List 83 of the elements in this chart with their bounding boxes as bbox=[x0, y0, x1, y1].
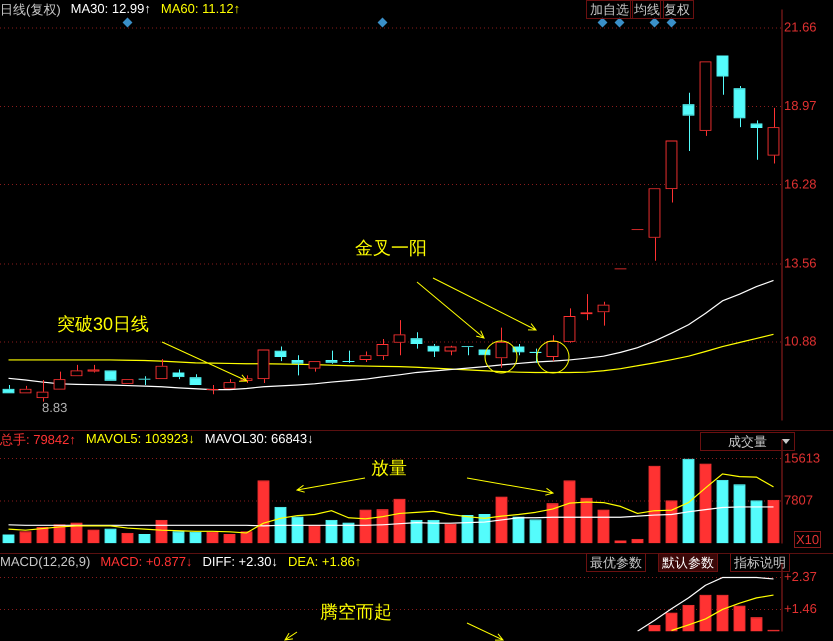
candlestick bbox=[2, 384, 14, 394]
text: MAVOL5: 103923↓ bbox=[86, 431, 195, 448]
y-tick-label: 21.66 bbox=[784, 20, 817, 35]
bar bbox=[360, 510, 372, 544]
y-tick-label: 18.97 bbox=[784, 98, 817, 114]
bar bbox=[564, 480, 576, 544]
candlestick bbox=[172, 369, 184, 380]
chart-title: 日线(复权) bbox=[0, 1, 61, 19]
bar bbox=[546, 503, 558, 544]
bar bbox=[394, 498, 406, 544]
bar bbox=[342, 522, 354, 544]
bar bbox=[598, 510, 610, 544]
candlestick bbox=[648, 188, 660, 262]
bar bbox=[750, 500, 762, 544]
bar bbox=[376, 509, 388, 544]
candlestick bbox=[326, 350, 338, 364]
candlestick bbox=[274, 346, 286, 362]
annotation: 最优参数 bbox=[586, 553, 646, 572]
candlestick bbox=[410, 332, 422, 350]
annotation: 指标说明 bbox=[730, 553, 790, 572]
candlestick bbox=[258, 349, 270, 384]
text: 总手: 79842↑ bbox=[0, 431, 76, 449]
bar bbox=[580, 498, 592, 544]
candlestick bbox=[716, 55, 728, 96]
annotation: 突破30日线 bbox=[57, 313, 150, 336]
candlestick bbox=[444, 345, 456, 356]
candlestick bbox=[768, 107, 780, 164]
bar bbox=[768, 500, 780, 544]
text: MA30: 12.99↑ bbox=[70, 1, 151, 18]
bar bbox=[648, 466, 660, 544]
candlestick bbox=[360, 351, 372, 362]
y-tick-label: 10.88 bbox=[784, 333, 817, 348]
annotation: 均线 bbox=[630, 0, 664, 19]
annotation: 金叉一阳 bbox=[355, 237, 427, 260]
text: X10 bbox=[794, 531, 822, 548]
text: MACD: +0.877↓ bbox=[100, 554, 192, 569]
y-tick-label: +2.37 bbox=[784, 569, 817, 584]
bar bbox=[428, 520, 440, 544]
bar bbox=[632, 538, 644, 544]
text: DIFF: +2.30↓ bbox=[202, 554, 278, 569]
bar bbox=[716, 480, 728, 544]
candlestick bbox=[666, 140, 678, 203]
candlestick bbox=[36, 380, 48, 402]
chart-title: MACD(12,26,9) bbox=[0, 554, 90, 569]
y-tick-label: 15613 bbox=[784, 450, 820, 466]
annotation: 腾空而起 bbox=[320, 601, 392, 624]
candlestick bbox=[734, 86, 746, 128]
y-tick-label: 7807 bbox=[784, 492, 813, 508]
bar bbox=[734, 484, 746, 544]
y-tick-label: 16.28 bbox=[784, 176, 817, 192]
bar bbox=[530, 519, 542, 544]
bar bbox=[274, 506, 286, 544]
candlestick bbox=[224, 378, 236, 389]
candlestick bbox=[750, 120, 762, 160]
bar bbox=[258, 480, 270, 544]
annotation: 成交量 bbox=[700, 432, 795, 451]
bar bbox=[326, 520, 338, 544]
candlestick bbox=[20, 385, 32, 394]
annotation: 放量 bbox=[371, 457, 407, 480]
y-tick-label: +1.46 bbox=[784, 601, 817, 616]
bar bbox=[478, 514, 490, 544]
text: MA60: 11.12↑ bbox=[160, 1, 240, 18]
bar bbox=[496, 496, 508, 544]
annotation: 加自选 bbox=[586, 0, 633, 19]
candlestick bbox=[342, 350, 354, 362]
candlestick bbox=[580, 294, 592, 321]
candlestick bbox=[564, 308, 576, 344]
candlestick bbox=[700, 61, 712, 136]
y-tick-label: 13.56 bbox=[784, 255, 817, 270]
bar bbox=[292, 516, 304, 544]
bar bbox=[700, 464, 712, 544]
candlestick bbox=[428, 343, 440, 358]
bar bbox=[410, 520, 422, 544]
bar bbox=[682, 458, 694, 544]
bar bbox=[666, 500, 678, 544]
text: DEA: +1.86↑ bbox=[288, 554, 362, 569]
bar bbox=[462, 515, 474, 544]
text: MAVOL30: 66843↓ bbox=[204, 431, 314, 448]
bar bbox=[512, 516, 524, 544]
annotation: 复权 bbox=[660, 0, 694, 19]
candlestick bbox=[70, 364, 82, 376]
annotation: 默认参数 bbox=[658, 553, 718, 572]
annotation: 8.83 bbox=[42, 400, 68, 415]
